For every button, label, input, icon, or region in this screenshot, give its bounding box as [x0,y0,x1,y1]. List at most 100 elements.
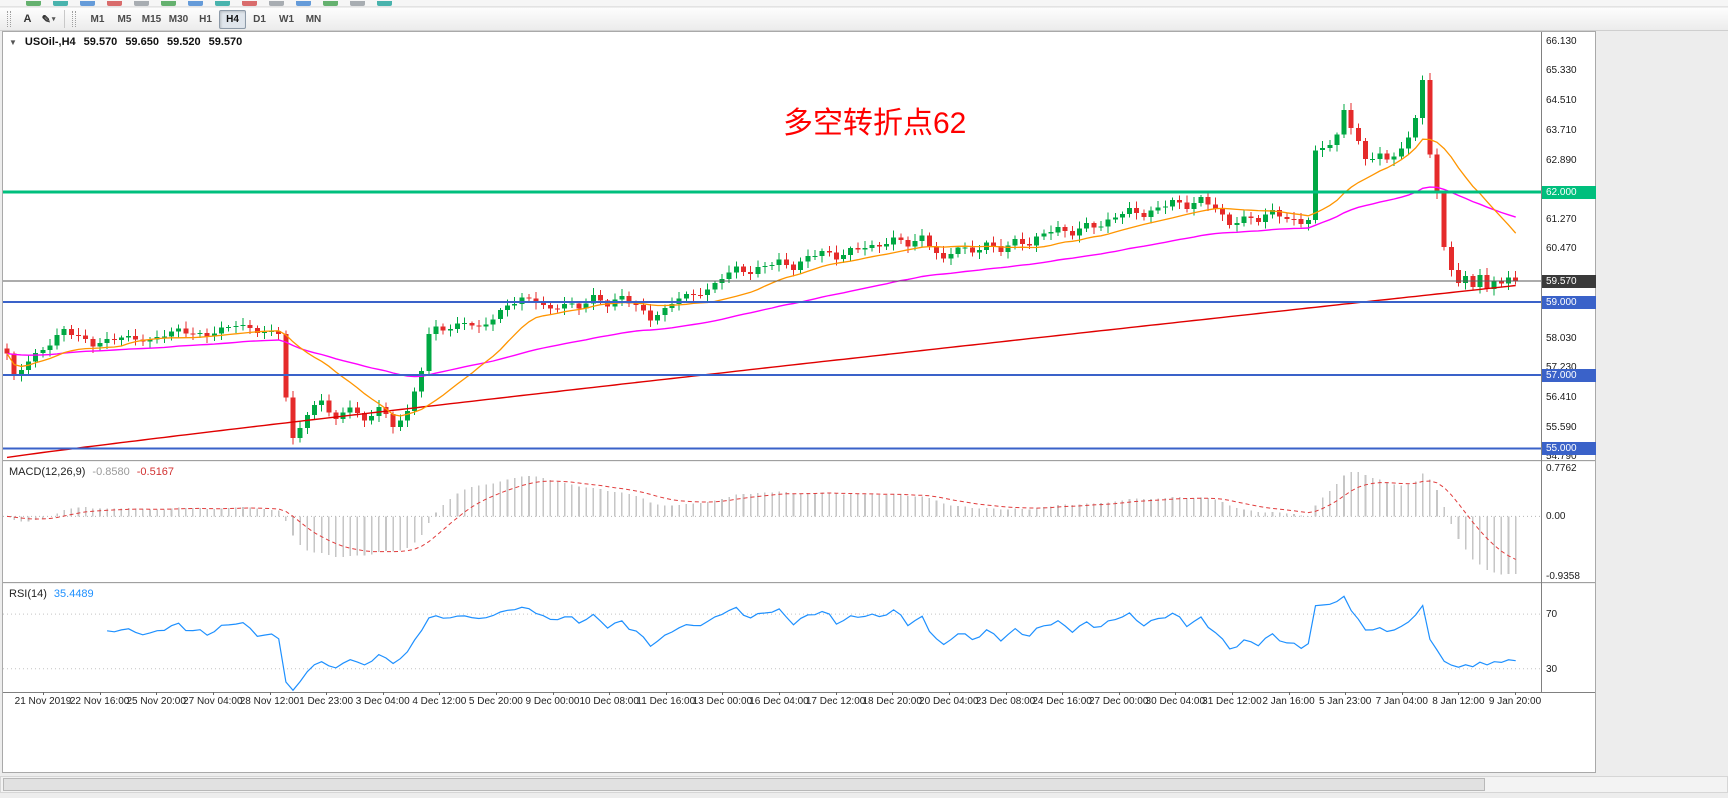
price-tick-label: 63.710 [1546,124,1577,136]
time-tickmark [1005,692,1007,695]
rsi-tick-label: 30 [1546,663,1558,675]
time-tickmark [326,692,328,695]
price-badge-59.000: 59.000 [1542,296,1596,309]
time-tickmark [495,692,497,695]
rsi-label: RSI(14) 35.4489 [9,588,94,600]
medium-ma-line [6,186,1516,378]
macd-signal-line [6,480,1516,560]
date-tick-label: 23 Dec 08:00 [975,696,1036,707]
date-tick-label: 9 Jan 20:00 [1488,696,1542,707]
clipped-icon-fragment [215,1,230,6]
timeframe-m1-button[interactable]: M1 [84,10,111,29]
date-tick-label: 13 Dec 00:00 [692,696,753,707]
clipped-icon-fragment [53,1,68,6]
price-tick-label: 61.270 [1546,213,1577,225]
timeframe-mn-button[interactable]: MN [300,10,327,29]
price-tick-label: 65.330 [1546,65,1577,77]
time-tickmark [1062,692,1064,695]
rsi-line [107,595,1516,692]
date-tick-label: 9 Dec 00:00 [525,696,580,707]
time-tickmark [1231,692,1233,695]
ohlc-high: 59.650 [125,36,159,48]
scrollbar-thumb[interactable] [3,778,1485,791]
price-badge-59.570: 59.570 [1542,275,1596,289]
panel-splitter[interactable] [3,582,1595,584]
time-tickmark [892,692,894,695]
date-tick-label: 4 Dec 12:00 [412,696,467,707]
date-tick-label: 10 Dec 08:00 [579,696,639,707]
price-badge-57.000: 57.000 [1542,369,1596,383]
date-tick-label: 17 Dec 12:00 [805,696,866,707]
time-tickmark [779,692,780,695]
rsi-panel[interactable] [3,584,1541,692]
macd-tick-label: -0.9358 [1546,571,1580,582]
date-tick-label: 11 Dec 16:00 [636,696,696,707]
clipped-icon-fragment [107,1,122,6]
date-tick-label: 3 Dec 04:00 [355,696,410,707]
time-tickmark [43,692,44,695]
date-tick-label: 16 Dec 04:00 [749,696,809,707]
clipped-icon-fragment [350,1,365,6]
clipped-icon-fragment [26,1,41,6]
symbol-period: USOil-,H4 [24,36,76,48]
macd-main-value: -0.8580 [92,466,130,478]
clipped-icon-fragment [80,1,95,6]
time-tickmark [722,692,724,695]
time-tickmark [99,692,101,695]
draw-tool-button[interactable]: ✎ ▾ [38,10,59,29]
date-tick-label: 25 Nov 20:00 [126,696,186,707]
price-badge-62.000: 62.000 [1542,186,1596,200]
price-tick-label: 58.030 [1546,332,1577,344]
time-axis-line [3,692,1595,693]
price-tick-label: 54.790 [1546,451,1577,462]
chart-annotation-text[interactable]: 多空转折点62 [783,107,967,140]
time-tickmark [1515,692,1516,695]
macd-panel[interactable] [3,462,1541,582]
timeframe-h4-button[interactable]: H4 [219,9,246,29]
rsi-tick-label: 70 [1546,609,1558,621]
timeframe-h1-button[interactable]: H1 [192,10,219,29]
toolbar-grip[interactable] [72,11,76,27]
candles [4,73,1519,445]
symbol-ohlc-label: ▼ USOil-,H4 59.570 59.650 59.520 59.570 [9,36,242,48]
clipped-icon-fragment [377,1,392,6]
clipped-toolbar-row [0,0,1728,7]
timeframe-m30-button[interactable]: M30 [165,10,192,29]
timeframe-w1-button[interactable]: W1 [273,10,300,29]
time-tickmark [665,692,667,695]
date-tick-label: 8 Jan 12:00 [1432,696,1485,707]
price-tick-label: 62.890 [1546,154,1577,166]
macd-name: MACD(12,26,9) [9,466,86,478]
price-scale[interactable]: 66.130 65.330 64.510 63.710 62.890 61.270 60.4… [1541,32,1596,692]
price-chart[interactable] [3,32,1541,460]
date-tick-label: 27 Nov 04:00 [183,696,243,707]
clipped-icon-fragment [134,1,149,6]
clipped-icon-fragment [269,1,284,6]
time-axis[interactable]: 21 Nov 2019 22 Nov 16:00 25 Nov 20:00 27 No… [3,692,1542,711]
text-tool-button[interactable]: A [17,10,38,29]
symbol-dropdown-icon[interactable]: ▼ [9,37,17,47]
price-tick-label: 64.510 [1546,95,1577,107]
toolbar-grip[interactable] [7,11,11,27]
date-tick-label: 7 Jan 04:00 [1375,696,1428,707]
clipped-icon-fragment [188,1,203,6]
date-tick-label: 31 Dec 12:00 [1202,696,1262,707]
chart-window: ▼ USOil-,H4 59.570 59.650 59.520 59.570 … [2,31,1596,773]
horizontal-scrollbar[interactable] [0,776,1728,793]
timeframe-d1-button[interactable]: D1 [246,10,273,29]
date-tick-label: 5 Dec 20:00 [468,696,523,707]
clipped-icon-fragment [242,1,257,6]
date-tick-label: 28 Nov 12:00 [239,696,300,707]
pencil-icon: ✎ [41,13,51,26]
date-tick-label: 1 Dec 23:00 [299,696,354,707]
price-tick-label: 55.590 [1546,421,1577,433]
date-tick-label: 27 Dec 00:00 [1088,696,1149,707]
date-tick-label: 20 Dec 04:00 [919,696,979,707]
panel-splitter[interactable] [3,460,1595,462]
timeframe-m5-button[interactable]: M5 [111,10,138,29]
timeframe-m15-button[interactable]: M15 [138,10,165,29]
time-tickmark [552,692,554,695]
date-tick-label: 22 Nov 16:00 [69,696,130,707]
price-tick-label: 66.130 [1546,36,1577,48]
